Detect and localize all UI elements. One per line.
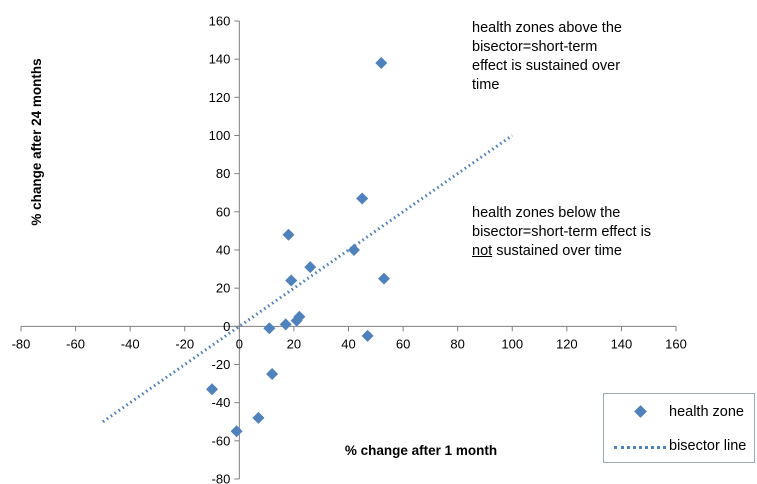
- x-tick-label: -60: [66, 336, 85, 351]
- points-layer: [206, 56, 390, 438]
- dotted-line-icon: [614, 446, 666, 449]
- x-tick-label: 20: [287, 336, 301, 351]
- y-tick-label: 0: [223, 319, 230, 334]
- bisector-line: [102, 134, 514, 423]
- x-tick-label: 140: [611, 336, 633, 351]
- y-tick-label: -40: [212, 395, 231, 410]
- data-point: [279, 318, 292, 331]
- data-point: [285, 274, 298, 287]
- y-tick-label: 100: [209, 128, 231, 143]
- y-tick-label: 20: [216, 281, 230, 296]
- x-tick-label: 100: [501, 336, 523, 351]
- bisector-layer: [102, 134, 514, 423]
- x-tick-label: 60: [396, 336, 410, 351]
- ticks-layer: -80 -60 -40 -20 0 20 40 60 80 100 120 140 160 -80 -60 -…: [12, 14, 687, 484]
- legend: health zone bisector line: [603, 393, 755, 463]
- annotation-above-line-2: bisector=short-term: [472, 39, 598, 55]
- y-axis-label: % change after 24 months: [29, 58, 44, 225]
- data-point: [377, 272, 390, 285]
- x-tick-label: 80: [450, 336, 464, 351]
- x-axis-label: % change after 1 month: [345, 443, 497, 458]
- annotation-below-bisector: health zones below the bisector=short-te…: [472, 204, 651, 261]
- legend-label-health-zone: health zone: [669, 404, 744, 420]
- data-point: [263, 322, 276, 335]
- annotation-above-bisector: health zones above the bisector=short-te…: [472, 19, 622, 95]
- data-point: [375, 56, 388, 69]
- x-tick-label: 120: [556, 336, 578, 351]
- y-tick-label: 140: [209, 52, 231, 67]
- annotation-below-line-3-rest: sustained over time: [492, 243, 622, 259]
- data-point: [282, 228, 295, 241]
- y-tick-label: 160: [209, 14, 231, 29]
- annotation-above-line-3: effect is sustained over: [472, 58, 621, 74]
- x-tick-label: 0: [236, 336, 243, 351]
- data-point: [293, 310, 306, 323]
- y-tick-label: 120: [209, 90, 231, 105]
- y-tick-label: 80: [216, 166, 230, 181]
- data-point: [347, 244, 360, 256]
- legend-item-health-zone: health zone: [604, 403, 756, 423]
- data-point: [304, 261, 317, 274]
- data-point: [266, 368, 279, 381]
- x-tick-label: 40: [341, 336, 355, 351]
- y-tick-label: -20: [212, 357, 231, 372]
- diamond-marker-icon: [634, 405, 647, 418]
- y-tick-label: -60: [212, 433, 231, 448]
- x-tick-label: -80: [12, 336, 31, 351]
- y-tick-label: -80: [212, 472, 231, 484]
- data-point: [361, 329, 374, 342]
- legend-item-bisector-line: bisector line: [604, 437, 756, 457]
- annotation-above-line-4: time: [472, 77, 500, 93]
- x-tick-label: 160: [665, 336, 687, 351]
- data-point: [230, 425, 243, 438]
- annotation-below-line-1: health zones below the: [472, 205, 621, 221]
- annotation-below-line-2: bisector=short-term effect is: [472, 224, 652, 240]
- data-point: [206, 383, 219, 396]
- y-tick-label: 40: [216, 243, 230, 258]
- legend-label-bisector-line: bisector line: [669, 438, 747, 454]
- data-point: [356, 192, 369, 205]
- annotation-not-word: not: [472, 243, 493, 259]
- y-tick-label: 60: [216, 204, 230, 219]
- x-tick-label: -40: [121, 336, 140, 351]
- annotation-above-line-1: health zones above the: [472, 20, 622, 36]
- x-tick-label: -20: [175, 336, 194, 351]
- data-point: [252, 411, 265, 424]
- annotation-below-line-3: not sustained over time: [472, 242, 651, 261]
